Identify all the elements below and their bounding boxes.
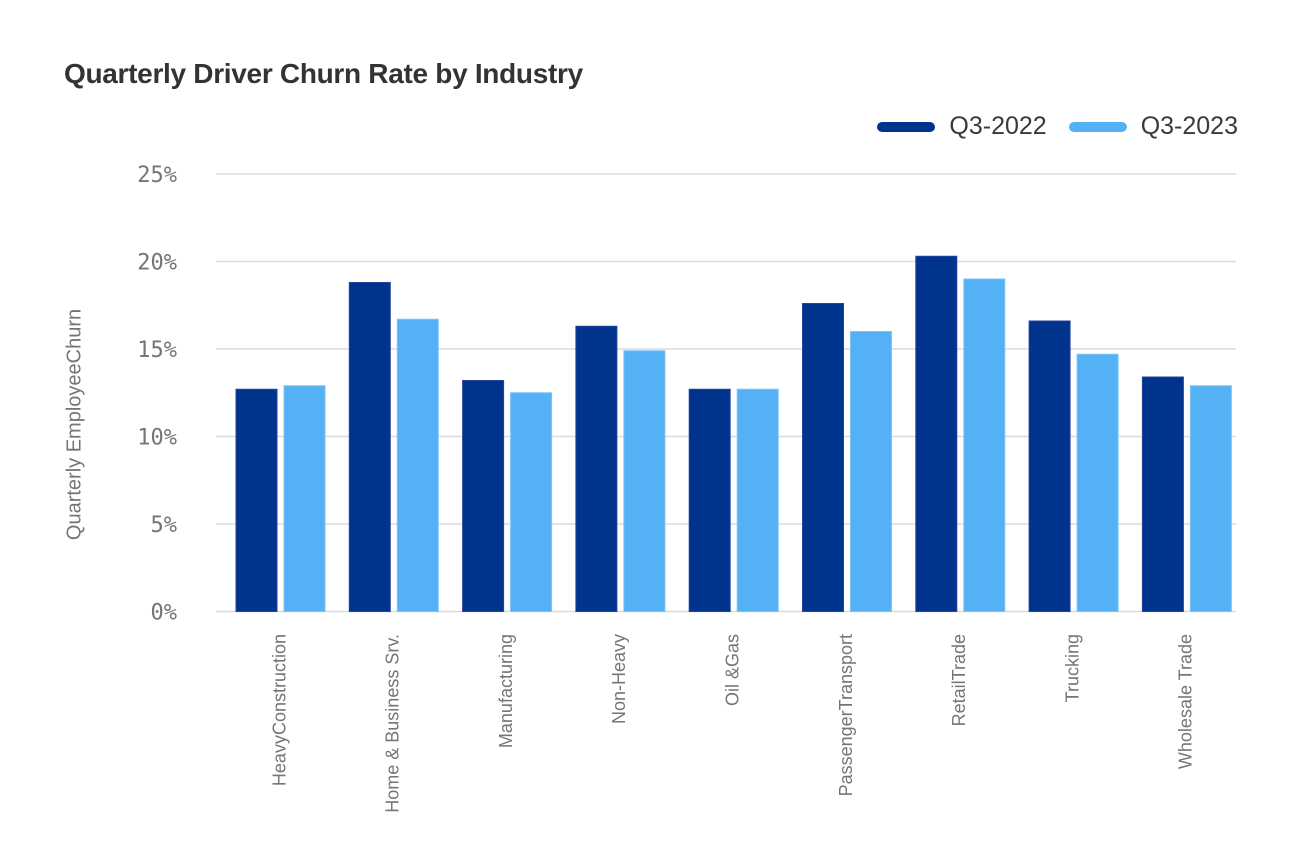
bar-q3-2023-trucking [1076,353,1119,612]
y-tick-label-5: 5% [151,513,178,538]
x-category-label-manufacturing: Manufacturing [496,634,516,748]
x-category-label-wholesale-trade: Wholesale Trade [1176,634,1196,769]
x-category-label-retailtrade: RetailTrade [949,634,969,726]
chart-title: Quarterly Driver Churn Rate by Industry [64,58,583,89]
y-tick-label-20: 20% [137,251,177,276]
legend-item-q3-2023[interactable]: Q3-2023 [1068,112,1238,141]
bar-q3-2022-wholesale-trade [1141,376,1184,612]
x-category-label-passengertransport: PassengerTransport [836,634,856,796]
x-category-label-heavyconstruction: HeavyConstruction [269,634,289,786]
x-category-label-non-heavy: Non-Heavy [609,634,629,724]
bar-q3-2022-manufacturing [462,380,505,612]
bar-q3-2023-wholesale-trade [1189,385,1232,612]
bar-q3-2023-home-business-srv [396,318,439,612]
bar-q3-2023-manufacturing [510,392,553,612]
bar-q3-2022-passengertransport [802,303,844,612]
x-category-label-oil-gas: Oil &Gas [722,634,742,706]
bar-q3-2023-passengertransport [850,331,892,612]
legend-swatch-q3-2022-icon [877,121,936,132]
bar-q3-2022-trucking [1028,320,1071,612]
x-category-label-home-business-srv: Home & Business Srv. [383,634,403,813]
legend-swatch-q3-2023-icon [1068,121,1127,132]
x-category-label-trucking: Trucking [1062,634,1082,702]
y-tick-label-15: 15% [137,338,177,363]
bar-q3-2022-non-heavy [575,325,618,612]
bar-q3-2022-home-business-srv [348,282,391,612]
legend: Q3-2022 Q3-2023 [877,112,1238,141]
legend-label-q3-2023: Q3-2023 [1140,112,1238,140]
bar-q3-2022-oil-gas [688,388,731,612]
y-tick-label-10: 10% [137,426,177,451]
bar-q3-2023-non-heavy [623,350,666,612]
legend-label-q3-2022: Q3-2022 [949,112,1047,140]
bar-q3-2023-oil-gas [736,388,779,612]
legend-item-q3-2022[interactable]: Q3-2022 [877,112,1047,141]
y-tick-label-0: 0% [151,601,178,626]
bar-q3-2022-retailtrade [915,255,958,612]
bar-q3-2023-retailtrade [963,278,1006,612]
bar-q3-2023-heavyconstruction [283,385,326,612]
y-tick-label-25: 25% [137,163,177,188]
bar-q3-2022-heavyconstruction [235,388,278,612]
